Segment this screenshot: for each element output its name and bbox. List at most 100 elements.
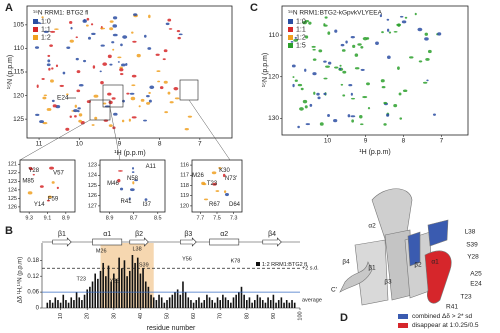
peak — [424, 37, 429, 41]
peak — [375, 41, 379, 46]
structure-label: R41 — [446, 304, 458, 311]
peak — [148, 14, 151, 19]
bar — [131, 255, 134, 308]
panel-letter: D — [340, 312, 348, 324]
peak — [381, 85, 386, 89]
peak — [292, 83, 295, 88]
bar — [150, 294, 152, 308]
peak — [318, 49, 323, 53]
protein-structure — [339, 188, 452, 306]
peak — [125, 62, 128, 66]
peak — [323, 77, 328, 80]
peak — [131, 74, 137, 78]
peak-label: I37 — [143, 202, 152, 208]
peak — [397, 66, 400, 70]
peak — [47, 59, 51, 63]
bar — [285, 300, 288, 308]
peak — [417, 27, 423, 32]
peak — [128, 118, 131, 122]
peak — [341, 49, 346, 52]
x-tick-label: 9 — [118, 141, 122, 148]
peak — [350, 115, 356, 118]
bar — [83, 294, 86, 308]
peak — [351, 119, 354, 123]
bar — [195, 300, 198, 308]
x-axis-label: residue number — [147, 325, 196, 332]
bar — [97, 278, 99, 308]
peak — [350, 97, 356, 100]
residue-label: L38 — [132, 246, 141, 252]
peak-label: D64 — [229, 202, 241, 208]
structure-label: C' — [331, 287, 337, 294]
peak — [100, 44, 105, 47]
peak — [366, 82, 370, 86]
x-tick-label: 8.5 — [154, 215, 162, 221]
bar — [81, 300, 83, 308]
legend-label: 1:5 — [296, 42, 306, 49]
helix — [92, 238, 123, 246]
peak — [130, 188, 135, 192]
peak — [83, 59, 87, 63]
peak — [131, 31, 134, 34]
peak — [43, 30, 49, 33]
bar — [280, 297, 283, 308]
peak — [131, 167, 135, 170]
bar — [59, 302, 62, 308]
zoom-connector — [19, 119, 91, 161]
y-tick-label: 0.12 — [27, 274, 39, 280]
peak — [107, 92, 112, 96]
peak — [294, 79, 298, 82]
peak — [143, 119, 147, 122]
peak — [146, 101, 151, 105]
bar — [160, 297, 163, 308]
peak — [169, 101, 174, 104]
bar — [283, 302, 285, 308]
peak — [49, 44, 53, 47]
peak — [136, 53, 141, 58]
bar — [57, 300, 59, 308]
peak — [167, 18, 172, 22]
peak — [83, 18, 86, 22]
peak — [108, 124, 113, 128]
y-tick-label: 117 — [180, 173, 189, 179]
structure-label: T23 — [460, 294, 472, 301]
peak — [342, 94, 346, 97]
peak — [90, 23, 94, 26]
bar — [174, 292, 176, 308]
bar — [206, 294, 208, 308]
structure-label: α2 — [368, 223, 376, 230]
bar — [293, 302, 296, 308]
peak — [39, 22, 42, 25]
x-tick-label: 7.5 — [213, 215, 221, 221]
bar — [115, 278, 118, 308]
peak — [297, 125, 300, 129]
structure-label: E24 — [470, 281, 482, 288]
strand — [180, 237, 197, 247]
x-tick-label: 20 — [85, 313, 91, 319]
peak — [427, 49, 432, 54]
bar — [208, 297, 211, 308]
peak — [42, 122, 48, 125]
peak — [327, 31, 331, 35]
peak — [342, 70, 347, 74]
bar — [142, 268, 144, 308]
peak — [69, 115, 72, 118]
peak — [163, 80, 168, 84]
bar — [232, 297, 235, 308]
bar — [134, 262, 136, 308]
peak — [386, 28, 390, 32]
residue-label: K78 — [231, 258, 241, 264]
peak — [122, 35, 128, 39]
annotation: E24 — [57, 95, 69, 102]
legend-swatch — [288, 27, 293, 32]
peak — [340, 43, 345, 47]
x-tick-label: 7 — [440, 138, 444, 145]
peak — [75, 36, 78, 39]
y-tick-label: 121 — [8, 162, 17, 168]
peak — [48, 67, 51, 71]
peak-label: M85 — [22, 178, 34, 184]
peak — [184, 127, 189, 131]
y-tick-label: 0 — [36, 306, 40, 312]
x-tick-label: 11 — [36, 141, 43, 148]
peak — [409, 56, 414, 59]
